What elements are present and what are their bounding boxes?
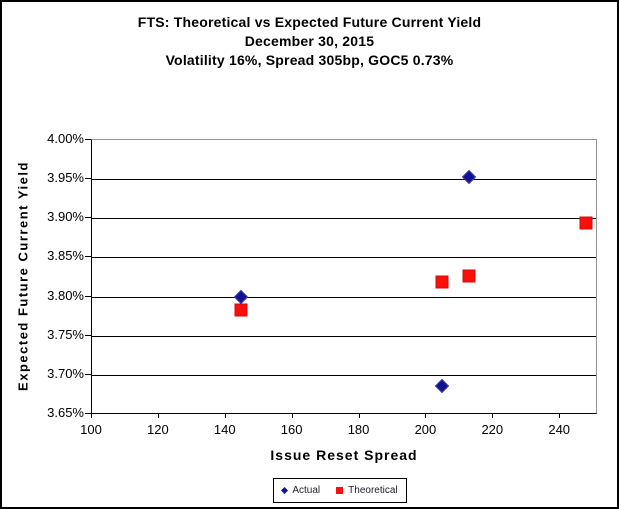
y-tick-mark (85, 139, 91, 140)
x-tick-label: 180 (347, 422, 370, 437)
x-tick-mark (425, 413, 427, 418)
y-tick-mark (85, 334, 91, 336)
data-point-theoretical (234, 303, 248, 317)
y-tick-mark (85, 373, 91, 375)
y-axis-title: Expected Future Current Yield (15, 161, 31, 391)
legend-item-theoretical: Theoretical (336, 485, 398, 496)
y-tick-mark (85, 256, 91, 258)
gridline (92, 218, 596, 220)
legend-label-theoretical: Theoretical (348, 485, 398, 496)
gridline (92, 257, 596, 259)
square-icon (336, 487, 344, 494)
x-tick-mark (157, 413, 159, 418)
x-tick-mark (492, 413, 494, 418)
chart-subtitle-params: Volatility 16%, Spread 305bp, GOC5 0.73% (165, 52, 454, 68)
y-tick-mark (85, 217, 91, 219)
y-tick-label: 3.95% (47, 170, 84, 186)
y-tick-label: 3.70% (47, 365, 84, 381)
x-tick-label: 240 (548, 422, 571, 437)
x-tick-mark (224, 413, 226, 418)
gridline (92, 374, 596, 376)
legend-label-actual: Actual (292, 485, 321, 496)
x-tick-label: 160 (280, 422, 303, 437)
legend: Actual Theoretical (273, 478, 407, 503)
data-point-theoretical (579, 216, 593, 230)
data-point-theoretical (435, 275, 449, 289)
y-tick-mark (85, 413, 91, 414)
gridline (92, 296, 596, 298)
plot-area (91, 139, 597, 414)
x-axis-title: Issue Reset Spread (270, 447, 418, 463)
x-tick-mark (358, 413, 360, 418)
chart-title: FTS: Theoretical vs Expected Future Curr… (137, 14, 482, 30)
x-tick-label: 120 (147, 422, 169, 437)
chart-subtitle-date: December 30, 2015 (244, 33, 375, 49)
x-tick-mark (91, 413, 92, 418)
x-tick-mark (291, 413, 293, 418)
gridline (92, 335, 596, 337)
y-tick-label: 4.00% (47, 131, 84, 146)
x-tick-label: 220 (481, 422, 504, 437)
y-tick-label: 3.90% (47, 209, 84, 225)
y-tick-mark (85, 178, 91, 180)
y-tick-label: 3.80% (47, 287, 84, 303)
legend-item-actual: Actual (281, 485, 321, 496)
diamond-icon (281, 486, 289, 495)
x-tick-label: 140 (213, 422, 236, 437)
x-tick-label: 100 (80, 422, 102, 437)
y-tick-label: 3.65% (47, 405, 84, 420)
gridline (92, 179, 596, 181)
chart-title-block: FTS: Theoretical vs Expected Future Curr… (2, 13, 617, 70)
y-tick-label: 3.85% (47, 248, 84, 264)
x-tick-mark (559, 413, 561, 418)
x-tick-label: 200 (414, 422, 437, 437)
y-tick-mark (85, 295, 91, 297)
y-tick-label: 3.75% (47, 326, 84, 342)
data-point-theoretical (462, 269, 476, 283)
